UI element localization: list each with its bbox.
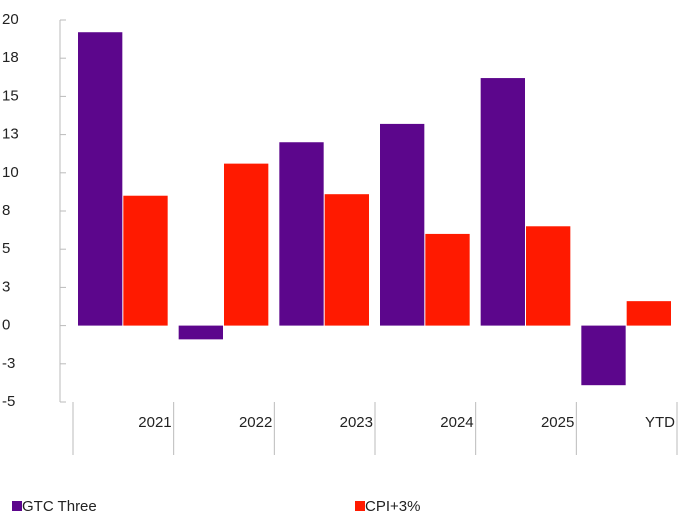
legend-swatch [12,501,22,511]
bar [626,301,671,326]
bar [279,142,324,326]
bar [581,325,626,386]
x-tick-label: YTD [645,414,675,431]
y-tick-label: 20 [2,11,19,28]
legend-label: GTC Three [22,498,97,515]
bar [324,194,369,326]
y-tick-label: 10 [2,164,19,181]
x-tick-label: 2025 [541,414,574,431]
y-tick-label: -5 [2,393,15,410]
bar [526,226,571,326]
bar [224,163,269,326]
bar [78,32,123,326]
bar [480,78,525,326]
x-tick-label: 2024 [440,414,473,431]
x-tick-label: 2023 [340,414,373,431]
y-tick-label: 15 [2,87,19,104]
y-tick-label: 5 [2,240,10,257]
x-tick-label: 2022 [239,414,272,431]
bar [380,123,425,326]
bar [123,195,168,326]
x-tick-label: 2021 [138,414,171,431]
y-tick-label: 18 [2,49,19,66]
y-tick-label: 8 [2,202,10,219]
y-tick-label: 3 [2,278,10,295]
bar [425,233,470,326]
y-tick-label: 13 [2,126,19,143]
bar [178,325,223,340]
legend-label: CPI+3% [365,498,420,515]
y-tick-label: 0 [2,317,10,334]
y-tick-label: -3 [2,355,15,372]
legend-swatch [355,501,365,511]
